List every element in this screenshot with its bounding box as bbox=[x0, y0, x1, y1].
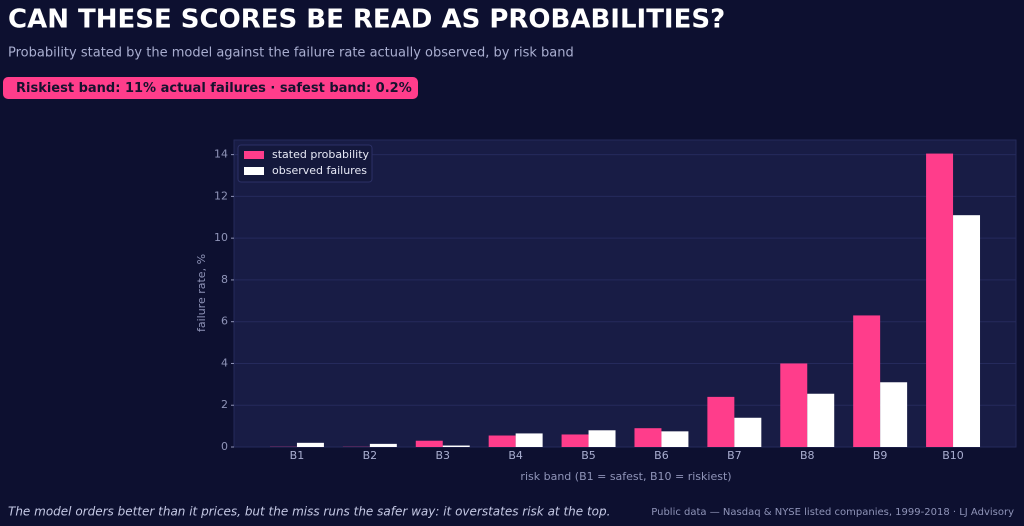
x-tick-label: B5 bbox=[581, 449, 596, 462]
footnote: The model orders better than it prices, … bbox=[8, 505, 610, 519]
y-tick-label: 4 bbox=[221, 356, 228, 369]
x-tick-label: B8 bbox=[800, 449, 815, 462]
y-tick-label: 14 bbox=[214, 148, 228, 161]
bar bbox=[853, 315, 881, 447]
badge bbox=[3, 77, 418, 99]
bar bbox=[488, 435, 516, 447]
x-tick-label: B2 bbox=[363, 449, 378, 462]
y-tick-label: 6 bbox=[221, 315, 228, 328]
chart-title: CAN THESE SCORES BE READ AS PROBABILITIE… bbox=[8, 5, 725, 35]
y-tick-label: 12 bbox=[214, 189, 228, 202]
bar bbox=[926, 153, 954, 447]
bar bbox=[561, 434, 589, 447]
y-axis-label: failure rate, % bbox=[195, 254, 208, 332]
legend-swatch bbox=[244, 151, 264, 159]
bar bbox=[442, 445, 470, 447]
chart-subtitle: Probability stated by the model against … bbox=[8, 46, 574, 61]
legend-label: observed failures bbox=[272, 164, 367, 177]
bar bbox=[296, 442, 324, 447]
badge-text: Riskiest band: 11% actual failures · saf… bbox=[16, 81, 412, 96]
x-tick-label: B7 bbox=[727, 449, 742, 462]
bar bbox=[588, 430, 616, 447]
x-tick-label: B9 bbox=[873, 449, 888, 462]
bar bbox=[880, 382, 908, 447]
bar bbox=[415, 440, 443, 447]
y-tick-label: 0 bbox=[221, 440, 228, 453]
bar bbox=[661, 431, 689, 447]
bar bbox=[369, 443, 397, 447]
legend-swatch bbox=[244, 167, 264, 175]
bar bbox=[734, 417, 762, 447]
bar bbox=[953, 215, 981, 447]
bar bbox=[515, 433, 543, 447]
x-tick-label: B3 bbox=[435, 449, 450, 462]
y-tick-label: 2 bbox=[221, 398, 228, 411]
marks bbox=[269, 153, 981, 447]
y-tick-label: 8 bbox=[221, 273, 228, 286]
bar bbox=[634, 428, 662, 447]
x-axis-label: risk band (B1 = safest, B10 = riskiest) bbox=[520, 470, 731, 483]
bar bbox=[807, 393, 835, 447]
source: Public data — Nasdaq & NYSE listed compa… bbox=[651, 507, 1014, 518]
bar bbox=[780, 363, 808, 447]
legend-box bbox=[237, 144, 373, 183]
x-tick-label: B1 bbox=[290, 449, 305, 462]
x-tick-label: B4 bbox=[508, 449, 523, 462]
x-tick-label: B6 bbox=[654, 449, 669, 462]
legend-label: stated probability bbox=[272, 148, 370, 161]
bar bbox=[707, 396, 735, 447]
x-tick-label: B10 bbox=[942, 449, 964, 462]
y-tick-label: 10 bbox=[214, 231, 228, 244]
